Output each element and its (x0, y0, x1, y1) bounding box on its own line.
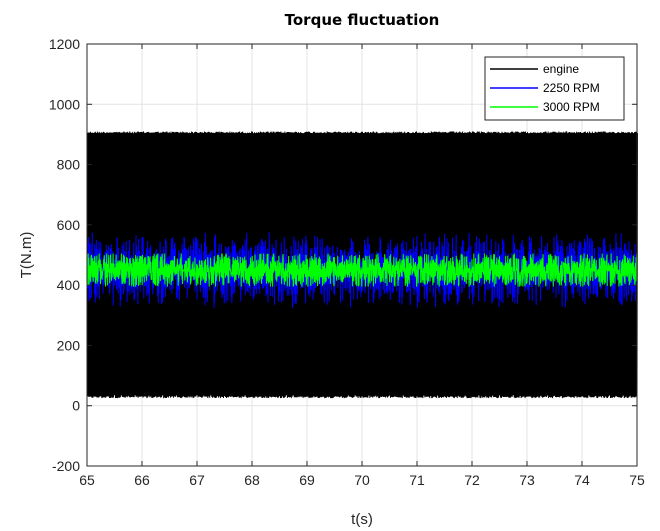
x-tick-label: 70 (354, 472, 370, 488)
y-tick-label: 1000 (49, 96, 80, 112)
data-series (86, 131, 638, 399)
chart-title: Torque fluctuation (285, 11, 440, 29)
ticks: 65 66 67 68 69 70 71 72 73 74 75 -200 0 200 400 600 800 1… (49, 36, 645, 488)
x-axis-label: t(s) (351, 511, 373, 528)
y-tick-label: 1200 (49, 36, 80, 52)
legend: engine 2250 RPM 3000 RPM (484, 56, 625, 121)
x-tick-label: 75 (629, 472, 645, 488)
y-tick-label: 0 (72, 398, 80, 414)
legend-label-3000-rpm: 3000 RPM (543, 100, 600, 114)
x-tick-label: 69 (299, 472, 315, 488)
x-tick-label: 67 (189, 472, 205, 488)
y-tick-label: -200 (52, 458, 80, 474)
y-tick-label: 600 (57, 217, 81, 233)
x-tick-label: 65 (79, 472, 95, 488)
y-tick-label: 200 (57, 337, 81, 353)
x-tick-label: 73 (519, 472, 535, 488)
legend-label-engine: engine (543, 62, 579, 76)
legend-label-2250-rpm: 2250 RPM (543, 81, 600, 95)
x-tick-label: 72 (464, 472, 480, 488)
y-axis-label: T(N.m) (18, 232, 35, 279)
y-tick-label: 800 (57, 157, 81, 173)
x-tick-label: 74 (574, 472, 590, 488)
x-tick-label: 66 (134, 472, 150, 488)
x-tick-label: 68 (244, 472, 260, 488)
y-tick-label: 400 (57, 277, 81, 293)
series-line-3000-rpm (86, 252, 638, 288)
x-tick-label: 71 (409, 472, 425, 488)
